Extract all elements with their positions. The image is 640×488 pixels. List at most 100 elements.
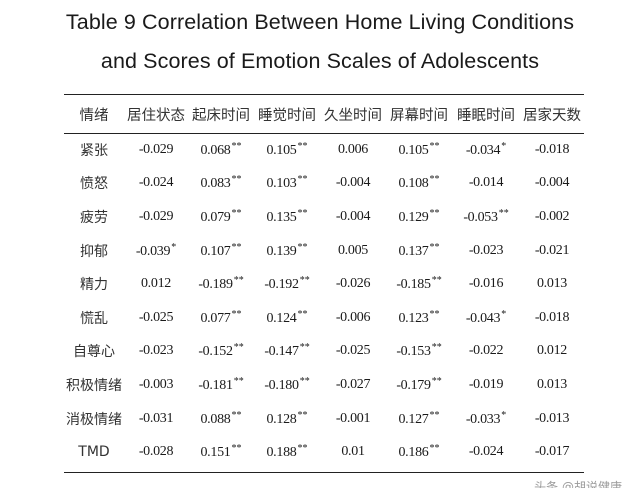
- cell-value: 0.083: [200, 176, 231, 192]
- significance-marker: **: [231, 241, 242, 253]
- table-bottom-rule: [64, 472, 584, 473]
- correlation-cell: 0.01: [320, 435, 386, 469]
- correlation-cell: -0.185**: [386, 267, 452, 301]
- correlation-cell: 0.013: [520, 368, 584, 402]
- cell-value: 0.186: [398, 445, 429, 461]
- correlation-cell: -0.024: [124, 167, 188, 201]
- correlation-cell: 0.012: [520, 335, 584, 369]
- cell-value: 0.139: [266, 243, 297, 259]
- cell-value: -0.002: [534, 208, 570, 224]
- row-label: 紧张: [80, 142, 108, 159]
- cell-value: -0.023: [138, 343, 174, 359]
- cell-value: 0.105: [266, 142, 297, 158]
- cell-value: 0.124: [266, 310, 297, 326]
- cell-value: -0.025: [138, 309, 174, 325]
- correlation-cell: 0.127**: [386, 402, 452, 436]
- table-header-row: 情绪 居住状态 起床时间 睡觉时间 久坐时间 屏幕时间 睡眠时间 居家天数: [64, 95, 584, 133]
- cell-value: -0.026: [335, 276, 371, 292]
- significance-marker: **: [299, 342, 310, 354]
- correlation-cell: 0.107**: [188, 234, 254, 268]
- correlation-cell: -0.031: [124, 402, 188, 436]
- column-header: 起床时间: [192, 107, 250, 124]
- correlation-cell: -0.022: [452, 335, 520, 369]
- cell-value: 0.103: [266, 176, 297, 192]
- cell-value: 0.013: [536, 276, 567, 292]
- row-label: 积极情绪: [66, 377, 122, 394]
- cell-value: 0.128: [266, 411, 297, 427]
- column-header: 居住状态: [127, 107, 185, 124]
- table-header-rule: [64, 133, 584, 134]
- significance-marker: *: [501, 409, 507, 421]
- significance-marker: **: [297, 443, 308, 455]
- correlation-cell: -0.026: [320, 267, 386, 301]
- significance-marker: **: [233, 275, 244, 287]
- correlation-cell: -0.004: [320, 167, 386, 201]
- row-label: 慌乱: [80, 310, 108, 327]
- correlation-cell: 0.137**: [386, 234, 452, 268]
- correlation-cell: -0.016: [452, 267, 520, 301]
- correlation-cell: 0.108**: [386, 167, 452, 201]
- cell-value: 0.079: [200, 209, 231, 225]
- cell-value: -0.022: [468, 343, 504, 359]
- correlation-cell: -0.039*: [124, 234, 188, 268]
- significance-marker: **: [297, 241, 308, 253]
- cell-value: -0.031: [138, 410, 174, 426]
- cell-value: -0.019: [468, 376, 504, 392]
- correlation-cell: -0.043*: [452, 301, 520, 335]
- correlation-cell: 0.135**: [254, 200, 320, 234]
- table-row: 慌乱 -0.025 0.077** 0.124** -0.006 0.123** -0.04…: [64, 301, 584, 335]
- correlation-cell: 0.006: [320, 133, 386, 167]
- cell-value: -0.014: [468, 175, 504, 191]
- cell-value: -0.033: [465, 411, 501, 427]
- column-header: 睡眠时间: [457, 107, 515, 124]
- column-header: 屏幕时间: [390, 107, 448, 124]
- correlation-cell: -0.192**: [254, 267, 320, 301]
- cell-value: -0.029: [138, 141, 174, 157]
- correlation-cell: -0.147**: [254, 335, 320, 369]
- table-row: 紧张 -0.029 0.068** 0.105** 0.006 0.105** -0.034…: [64, 133, 584, 167]
- significance-marker: **: [297, 174, 308, 186]
- correlation-cell: -0.003: [124, 368, 188, 402]
- cell-value: -0.152: [198, 344, 233, 360]
- correlation-cell: -0.033*: [452, 402, 520, 436]
- cell-value: -0.039: [135, 243, 171, 259]
- table-row: 积极情绪 -0.003 -0.181** -0.180** -0.027 -0.179**…: [64, 368, 584, 402]
- correlation-cell: -0.181**: [188, 368, 254, 402]
- cell-value: -0.153: [396, 344, 431, 360]
- column-header: 情绪: [79, 107, 109, 124]
- significance-marker: **: [429, 241, 440, 253]
- cell-value: 0.013: [536, 376, 567, 392]
- significance-marker: **: [297, 409, 308, 421]
- cell-value: 0.088: [200, 411, 231, 427]
- cell-value: 0.188: [266, 445, 297, 461]
- cell-value: -0.024: [468, 444, 504, 460]
- cell-value: -0.004: [335, 208, 371, 224]
- correlation-cell: 0.068**: [188, 133, 254, 167]
- significance-marker: **: [231, 174, 242, 186]
- cell-value: -0.029: [138, 208, 174, 224]
- row-label: 精力: [80, 277, 108, 294]
- correlation-cell: -0.001: [320, 402, 386, 436]
- cell-value: -0.018: [534, 141, 570, 157]
- cell-value: -0.013: [534, 410, 570, 426]
- significance-marker: **: [299, 375, 310, 387]
- cell-value: 0.105: [398, 142, 429, 158]
- significance-marker: *: [501, 140, 507, 152]
- correlation-cell: 0.139**: [254, 234, 320, 268]
- table-row: 消极情绪 -0.031 0.088** 0.128** -0.001 0.127** -0.…: [64, 402, 584, 436]
- cell-value: -0.028: [138, 444, 174, 460]
- correlation-cell: -0.153**: [386, 335, 452, 369]
- correlation-cell: -0.034*: [452, 133, 520, 167]
- correlation-cell: 0.151**: [188, 435, 254, 469]
- cell-value: -0.025: [335, 343, 371, 359]
- correlation-cell: -0.152**: [188, 335, 254, 369]
- cell-value: -0.018: [534, 309, 570, 325]
- correlation-cell: -0.180**: [254, 368, 320, 402]
- correlation-cell: 0.105**: [254, 133, 320, 167]
- significance-marker: **: [429, 207, 440, 219]
- significance-marker: **: [431, 275, 442, 287]
- cell-value: 0.012: [140, 276, 171, 292]
- correlation-cell: 0.083**: [188, 167, 254, 201]
- significance-marker: **: [429, 140, 440, 152]
- table-row: 抑郁 -0.039* 0.107** 0.139** 0.005 0.137** -0.02…: [64, 234, 584, 268]
